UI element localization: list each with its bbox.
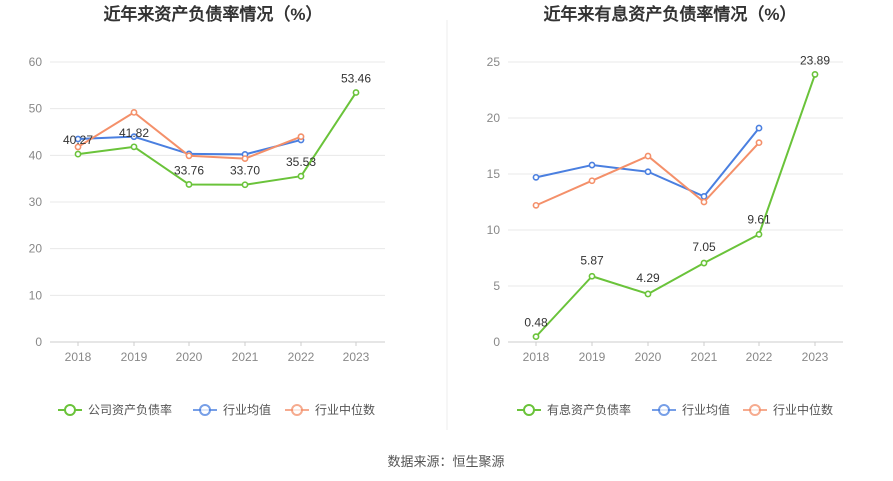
data-point[interactable] bbox=[297, 172, 305, 180]
data-point[interactable] bbox=[241, 155, 249, 162]
x-tick-label: 2021 bbox=[232, 350, 259, 364]
data-point[interactable] bbox=[644, 290, 652, 298]
y-tick-label: 60 bbox=[29, 55, 43, 69]
x-tick-label: 2019 bbox=[121, 350, 148, 364]
data-label: 40.27 bbox=[63, 133, 93, 147]
data-point[interactable] bbox=[74, 135, 82, 143]
data-source: 数据来源：恒生聚源 bbox=[387, 454, 504, 469]
data-point[interactable] bbox=[644, 168, 652, 176]
data-point[interactable] bbox=[130, 109, 138, 116]
data-label: 5.87 bbox=[580, 253, 604, 267]
data-point[interactable] bbox=[811, 71, 819, 78]
data-label: 0.48 bbox=[524, 316, 548, 330]
y-tick-label: 0 bbox=[493, 335, 500, 349]
legend-marker[interactable] bbox=[199, 404, 211, 416]
y-tick-label: 15 bbox=[487, 167, 501, 181]
data-point[interactable] bbox=[185, 181, 193, 188]
x-tick-label: 2020 bbox=[635, 350, 662, 364]
data-point[interactable] bbox=[755, 124, 763, 132]
x-tick-label: 2019 bbox=[579, 350, 606, 364]
legend-label[interactable]: 行业中位数 bbox=[773, 402, 833, 417]
data-point[interactable] bbox=[241, 181, 249, 189]
debt-ratio-chart: 近年来资产负债率情况（%） 0 10 20 30 40 50 60 2018 2019 2020 2… bbox=[29, 4, 385, 417]
data-label: 7.05 bbox=[692, 240, 716, 254]
chart-title-interest-debt-ratio: 近年来有息资产负债率情况（%） bbox=[543, 4, 796, 24]
x-tick-label: 2023 bbox=[343, 350, 370, 364]
y-tick-label: 25 bbox=[487, 55, 501, 69]
data-point[interactable] bbox=[130, 133, 138, 141]
legend-marker[interactable] bbox=[749, 404, 761, 416]
chart-title-debt-ratio: 近年来资产负债率情况（%） bbox=[103, 4, 322, 24]
y-tick-label: 40 bbox=[29, 148, 43, 162]
data-point[interactable] bbox=[755, 230, 763, 238]
data-point[interactable] bbox=[130, 143, 138, 151]
interest-bearing-debt-ratio-chart: 近年来有息资产负债率情况（%） 0 5 10 15 20 25 2018 2019 2020 20… bbox=[487, 4, 843, 417]
legend-marker[interactable] bbox=[291, 404, 303, 416]
data-label: 23.89 bbox=[800, 53, 830, 67]
data-label: 53.46 bbox=[341, 72, 371, 86]
legend-label[interactable]: 行业均值 bbox=[223, 402, 271, 417]
data-point[interactable] bbox=[185, 152, 193, 160]
y-tick-label: 20 bbox=[29, 242, 43, 256]
data-point[interactable] bbox=[755, 139, 763, 147]
x-tick-label: 2021 bbox=[691, 350, 718, 364]
data-label: 9.61 bbox=[747, 212, 771, 226]
data-point[interactable] bbox=[532, 173, 540, 181]
y-tick-label: 0 bbox=[35, 335, 42, 349]
series-line bbox=[77, 91, 357, 186]
x-tick-label: 2022 bbox=[746, 350, 773, 364]
y-tick-label: 20 bbox=[487, 111, 501, 125]
data-point[interactable] bbox=[532, 333, 540, 341]
legend-label[interactable]: 行业均值 bbox=[682, 402, 730, 417]
y-tick-label: 10 bbox=[29, 288, 43, 302]
data-point[interactable] bbox=[352, 89, 360, 96]
x-tick-label: 2022 bbox=[288, 350, 315, 364]
data-point[interactable] bbox=[74, 150, 82, 158]
series-line bbox=[535, 127, 760, 198]
y-tick-label: 50 bbox=[29, 102, 43, 116]
y-tick-label: 10 bbox=[487, 223, 501, 237]
legend-label[interactable]: 有息资产负债率 bbox=[547, 402, 631, 417]
legend-marker[interactable] bbox=[523, 404, 535, 416]
legend-label[interactable]: 公司资产负债率 bbox=[88, 402, 172, 417]
data-point[interactable] bbox=[700, 259, 708, 267]
series-line bbox=[535, 74, 816, 338]
data-point[interactable] bbox=[588, 177, 596, 185]
data-point[interactable] bbox=[700, 198, 708, 206]
data-point[interactable] bbox=[532, 201, 540, 209]
legend-marker[interactable] bbox=[64, 404, 76, 416]
data-point[interactable] bbox=[297, 133, 305, 141]
data-label: 4.29 bbox=[636, 271, 660, 285]
data-point[interactable] bbox=[700, 192, 708, 200]
data-point[interactable] bbox=[74, 143, 82, 151]
x-tick-label: 2018 bbox=[65, 350, 92, 364]
data-label: 35.53 bbox=[286, 155, 316, 169]
data-label: 41.82 bbox=[119, 126, 149, 140]
legend-label[interactable]: 行业中位数 bbox=[315, 402, 375, 417]
data-label: 33.76 bbox=[174, 163, 204, 177]
legend-marker[interactable] bbox=[658, 404, 670, 416]
x-tick-label: 2018 bbox=[523, 350, 550, 364]
y-tick-label: 30 bbox=[29, 195, 43, 209]
data-point[interactable] bbox=[588, 161, 596, 169]
data-point[interactable] bbox=[644, 152, 652, 160]
y-tick-label: 5 bbox=[493, 279, 500, 293]
x-tick-label: 2023 bbox=[802, 350, 829, 364]
data-point[interactable] bbox=[588, 272, 596, 280]
data-label: 33.70 bbox=[230, 164, 260, 178]
x-tick-label: 2020 bbox=[176, 350, 203, 364]
